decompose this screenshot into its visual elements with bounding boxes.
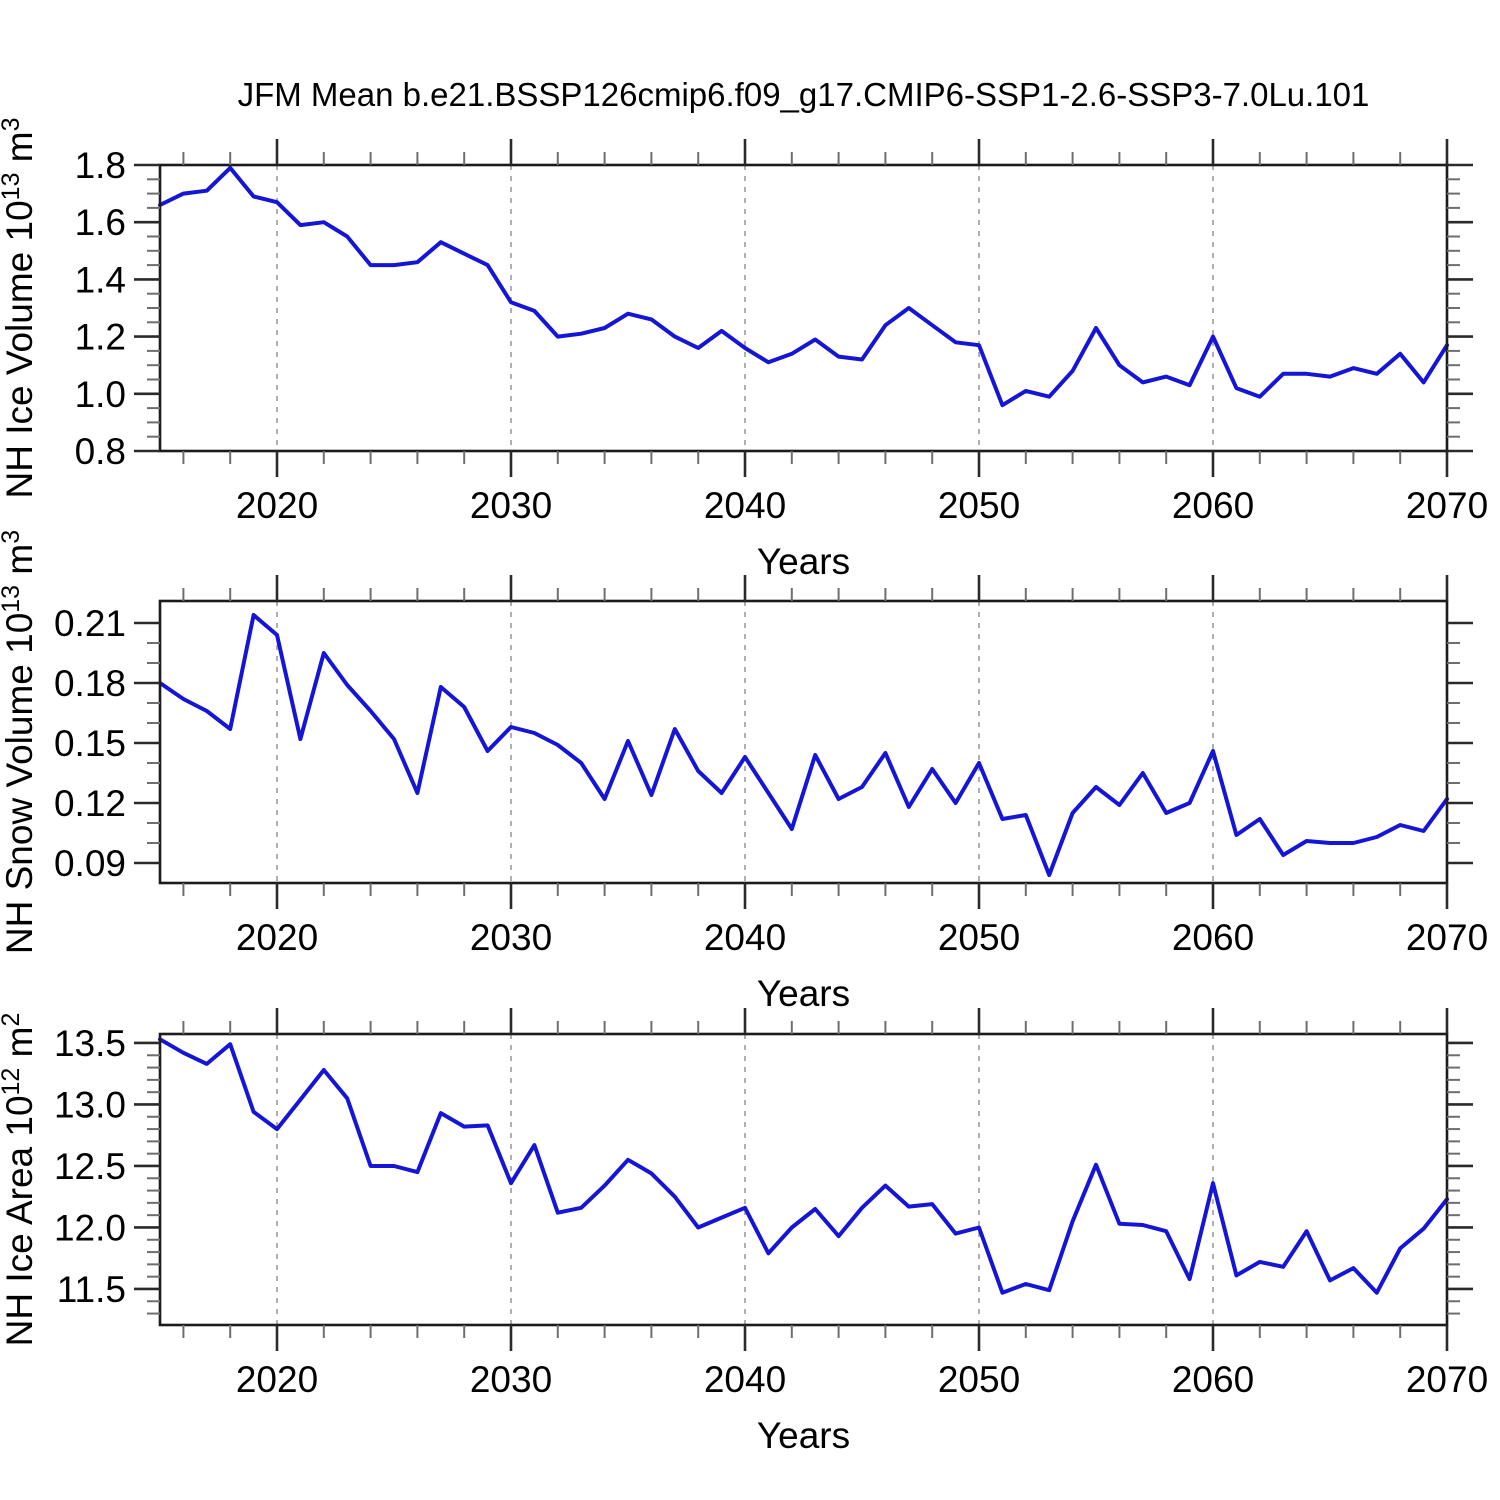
x-tick-label: 2030	[470, 917, 552, 958]
x-tick-label: 2060	[1172, 1359, 1254, 1400]
y-tick-label: 0.8	[75, 431, 126, 472]
x-tick-label: 2050	[938, 1359, 1020, 1400]
x-tick-label: 2030	[470, 485, 552, 526]
y-tick-label: 0.18	[54, 663, 126, 704]
y-tick-labels: 13.5 13.0 12.5 12.0 11.5	[54, 1023, 126, 1310]
ticks	[134, 1008, 1473, 1351]
x-tick-label: 2020	[236, 1359, 318, 1400]
gridlines	[276, 165, 1214, 451]
x-tick-label: 2040	[704, 917, 786, 958]
x-tick-labels: 2020 2030 2040 2050 2060 2070	[236, 1359, 1488, 1400]
y-tick-label: 13.0	[54, 1084, 126, 1125]
y-tick-label: 0.21	[54, 603, 126, 644]
y-tick-label: 0.12	[54, 783, 126, 824]
x-tick-label: 2050	[938, 485, 1020, 526]
plot-frame	[158, 163, 1449, 453]
x-tick-label: 2070	[1406, 917, 1488, 958]
y-axis-title: NH Ice Volume 1013 m3	[0, 117, 40, 498]
chart-title: JFM Mean b.e21.BSSP126cmip6.f09_g17.CMIP…	[237, 76, 1370, 113]
y-tick-label: 13.5	[54, 1023, 126, 1064]
y-tick-label: 12.5	[54, 1146, 126, 1187]
x-axis-label: Years	[757, 1415, 850, 1456]
y-tick-label: 1.8	[75, 145, 126, 186]
y-tick-labels: 1.8 1.6 1.4 1.2 1.0 0.8	[75, 145, 126, 472]
plot-frame	[158, 1032, 1449, 1327]
x-tick-label: 2020	[236, 485, 318, 526]
y-axis-title: NH Ice Area 1012 m2	[0, 1013, 40, 1347]
y-tick-label: 1.2	[75, 317, 126, 358]
x-tick-label: 2040	[704, 1359, 786, 1400]
y-tick-label: 0.15	[54, 723, 126, 764]
x-tick-labels: 2020 2030 2040 2050 2060 2070	[236, 485, 1488, 526]
x-axis-label: Years	[757, 541, 850, 582]
x-tick-label: 2050	[938, 917, 1020, 958]
gridlines	[276, 601, 1214, 883]
y-tick-label: 1.4	[75, 259, 126, 300]
x-tick-label: 2020	[236, 917, 318, 958]
gridlines	[276, 1034, 1214, 1325]
x-tick-labels: 2020 2030 2040 2050 2060 2070	[236, 917, 1488, 958]
series-line-nh-snow-volume	[158, 613, 1449, 877]
y-tick-label: 11.5	[57, 1269, 126, 1310]
ticks	[134, 139, 1473, 477]
x-axis-label: Years	[757, 973, 850, 1014]
series-line-nh-ice-area	[158, 1037, 1449, 1295]
y-axis-title: NH Snow Volume 1013 m3	[0, 530, 40, 954]
x-tick-label: 2030	[470, 1359, 552, 1400]
x-tick-label: 2040	[704, 485, 786, 526]
plot-frame	[158, 599, 1449, 885]
y-tick-label: 12.0	[54, 1207, 126, 1248]
x-tick-label: 2070	[1406, 485, 1488, 526]
x-tick-label: 2060	[1172, 917, 1254, 958]
y-tick-label: 1.0	[75, 374, 126, 415]
ticks	[134, 575, 1473, 909]
panel-3: 13.5 13.0 12.5 12.0 11.5 2020 2030 2040 2050 2060…	[0, 1008, 1488, 1456]
panel-2: 0.21 0.18 0.15 0.12 0.09 2020 2030 2040 2050 2060…	[0, 530, 1488, 1014]
y-tick-label: 0.09	[54, 843, 126, 884]
y-tick-label: 1.6	[75, 202, 126, 243]
x-tick-label: 2060	[1172, 485, 1254, 526]
y-tick-labels: 0.21 0.18 0.15 0.12 0.09	[54, 603, 126, 884]
series-line-nh-ice-volume	[158, 165, 1449, 408]
x-tick-label: 2070	[1406, 1359, 1488, 1400]
